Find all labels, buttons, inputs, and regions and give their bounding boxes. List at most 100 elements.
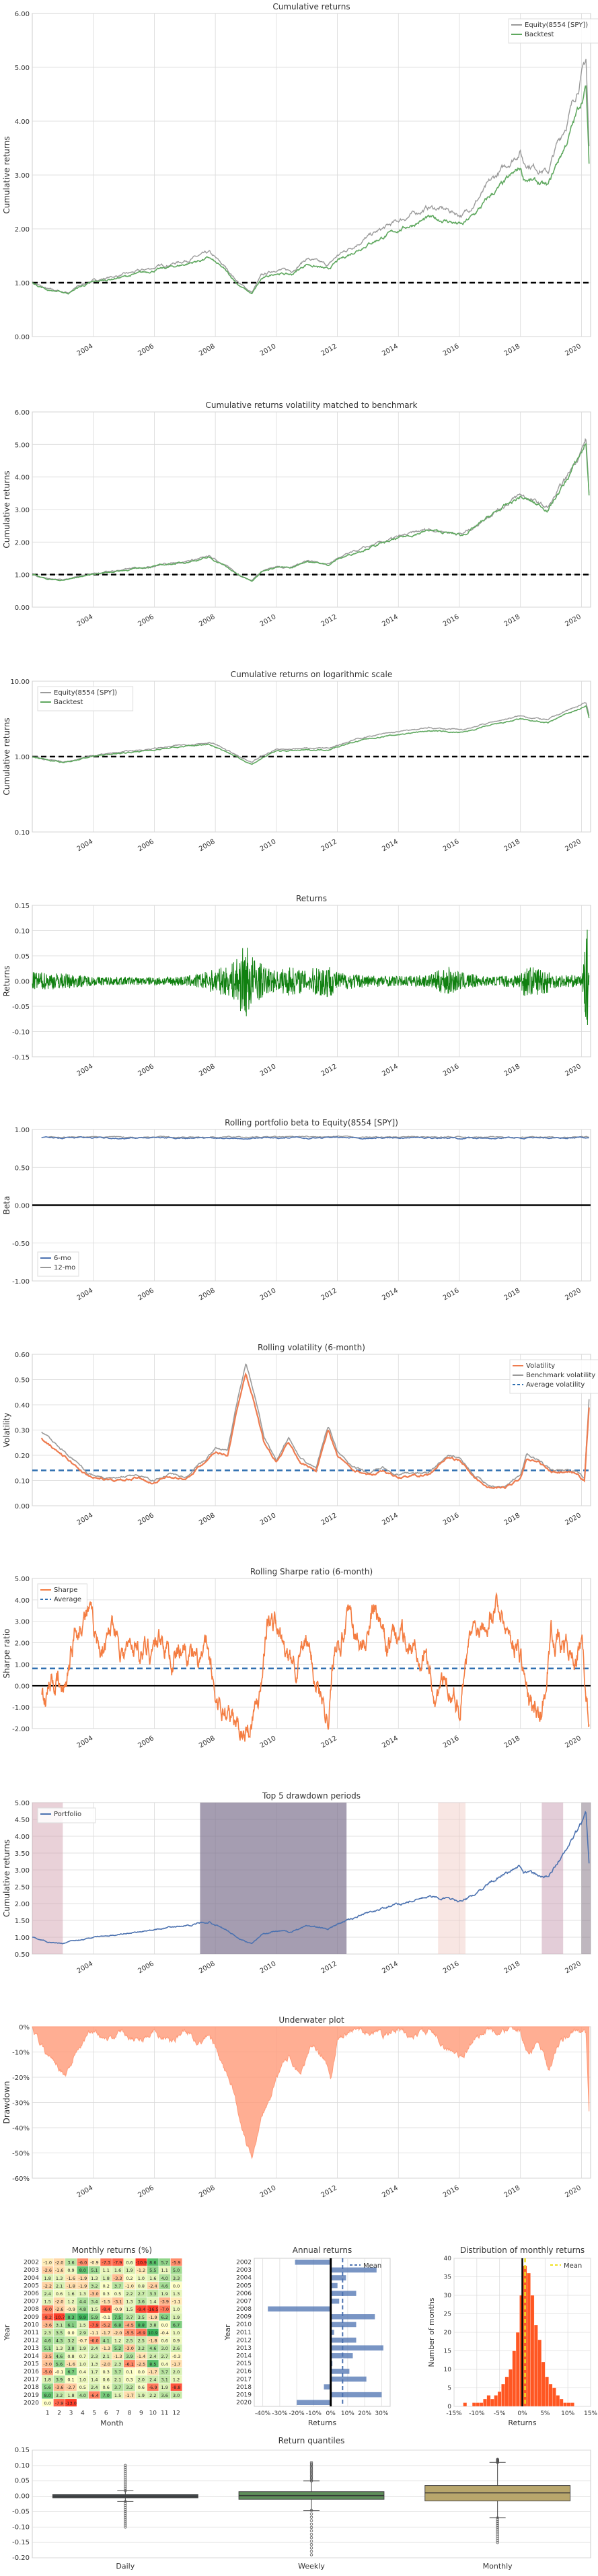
cell-value: 8.0 — [44, 2393, 51, 2398]
x-tick-label: 2014 — [381, 1735, 400, 1749]
y-tick-label: 0.00 — [15, 604, 30, 612]
year-label: 2009 — [24, 2314, 39, 2321]
annual-return-bar — [330, 2345, 383, 2351]
y-axis-label: Cumulative returns — [2, 471, 11, 548]
year-label: 2005 — [24, 2283, 39, 2289]
outlier-point — [309, 2470, 313, 2474]
year-label: 2002 — [236, 2260, 252, 2266]
cell-value: 3.7 — [126, 2315, 133, 2320]
y-tick-label: 0.10 — [15, 1478, 30, 1486]
cell-value: 3.9 — [126, 2354, 133, 2359]
x-tick-label: 2020 — [564, 1960, 583, 1975]
outlier-point — [124, 2519, 127, 2523]
year-label: 2007 — [236, 2298, 252, 2305]
cell-value: 2.3 — [44, 2330, 51, 2336]
cell-value: -13.0 — [65, 2400, 77, 2406]
cell-value: 0.6 — [103, 2385, 110, 2390]
legend-label: Benchmark volatility — [526, 1372, 595, 1379]
histogram-bar — [530, 2295, 535, 2407]
x-tick-label: 2006 — [137, 343, 155, 357]
heatmap-cell — [135, 2398, 147, 2407]
x-tick-label: 2006 — [137, 838, 155, 853]
cell-value: -3.9 — [160, 2299, 169, 2305]
y-tick-label: 4.00 — [15, 118, 30, 126]
y-axis-label: Cumulative returns — [2, 1840, 11, 1917]
y-tick-label: -0.10 — [12, 2523, 30, 2531]
x-tick-label: -10% — [469, 2410, 485, 2417]
x-tick-label: 2010 — [259, 1063, 278, 1078]
outlier-point — [309, 2461, 313, 2464]
x-tick-label: 2008 — [198, 1287, 217, 1302]
x-tick-label: 2016 — [442, 613, 461, 628]
cell-value: 0.4 — [79, 2369, 86, 2375]
cell-value: -6.9 — [149, 2385, 157, 2390]
y-tick-label: -30% — [12, 2100, 30, 2108]
year-label: 2019 — [24, 2392, 39, 2399]
cell-value: 5.1 — [44, 2346, 51, 2351]
cell-value: -3.1 — [114, 2299, 122, 2305]
beta-6mo-line — [41, 1136, 589, 1140]
cell-value: 2.0 — [173, 2369, 180, 2375]
cell-value: -3.3 — [114, 2276, 122, 2281]
cell-value: 4.0 — [79, 2393, 86, 2398]
year-label: 2011 — [236, 2330, 252, 2336]
heatmap-cell — [170, 2398, 183, 2407]
chart-0: Cumulative returns 0.00 1.00 2.00 3.00 4.00 5.… — [2, 2, 598, 357]
x-tick-label: 2006 — [137, 1287, 155, 1302]
cell-value: 5.6 — [56, 2361, 63, 2367]
y-tick-label: 0.60 — [15, 1352, 30, 1359]
cell-value: 6.2 — [161, 2315, 168, 2320]
cell-value: 6.7 — [67, 2369, 74, 2375]
month-label: 11 — [161, 2410, 168, 2416]
x-tick-label: 2018 — [503, 1063, 522, 1078]
cell-value: -1.6 — [55, 2268, 64, 2273]
cell-value: 6.7 — [173, 2322, 180, 2328]
cell-value: 2.2 — [149, 2393, 156, 2398]
cell-value: 1.3 — [91, 2276, 98, 2281]
histogram-bar — [541, 2361, 546, 2407]
cell-value: 2.4 — [44, 2291, 51, 2297]
y-tick-label: 20 — [444, 2330, 452, 2336]
legend-label: Backtest — [54, 699, 83, 706]
cell-value: 2.1 — [56, 2283, 63, 2289]
cell-value: -7.9 — [114, 2260, 122, 2266]
chart-title: Annual returns — [293, 2246, 352, 2255]
y-tick-label: 0.00 — [15, 1503, 30, 1510]
y-axis-label: Year — [3, 2324, 11, 2341]
x-tick-label: 2004 — [76, 1960, 95, 1975]
cell-value: 3.9 — [56, 2377, 63, 2383]
outlier-point — [124, 2523, 127, 2527]
cell-value: 2.7 — [138, 2291, 145, 2297]
y-tick-label: -1.00 — [12, 1704, 30, 1712]
cell-value: 4.4 — [79, 2299, 86, 2305]
x-tick-label: 2020 — [564, 1735, 583, 1749]
y-tick-label: 0.00 — [15, 979, 30, 986]
year-label: 2014 — [24, 2353, 39, 2360]
outlier-point — [496, 2530, 499, 2533]
y-tick-label: 0.15 — [15, 2447, 30, 2454]
histogram-bar — [476, 2402, 480, 2407]
year-label: 2006 — [236, 2291, 252, 2297]
histogram-bar — [497, 2391, 502, 2407]
cell-value: -2.0 — [55, 2260, 64, 2266]
year-label: 2014 — [236, 2353, 252, 2360]
x-tick-label: 2008 — [198, 838, 217, 853]
x-tick-label: 15% — [584, 2410, 597, 2417]
year-label: 2020 — [24, 2400, 39, 2406]
x-tick-label: 2008 — [198, 1735, 217, 1749]
x-tick-label: 2012 — [320, 1287, 339, 1302]
outlier-point — [496, 2516, 499, 2519]
cell-value: 0.3 — [103, 2291, 110, 2297]
year-label: 2020 — [236, 2400, 252, 2406]
cell-value: 3.7 — [114, 2385, 121, 2390]
x-tick-label: 2012 — [320, 838, 339, 853]
outlier-point — [309, 2468, 313, 2472]
chart-title: Distribution of monthly returns — [460, 2246, 585, 2255]
cell-value: -2.0 — [102, 2361, 110, 2367]
outlier-point — [124, 2487, 127, 2491]
month-label: 6 — [104, 2410, 108, 2416]
cell-value: -1.2 — [137, 2268, 146, 2273]
chart-7: Top 5 drawdown periods 0.50 1.00 1.50 2.00 2.… — [2, 1791, 591, 1975]
y-tick-label: 0.50 — [15, 1164, 30, 1172]
outlier-point — [309, 2466, 313, 2470]
